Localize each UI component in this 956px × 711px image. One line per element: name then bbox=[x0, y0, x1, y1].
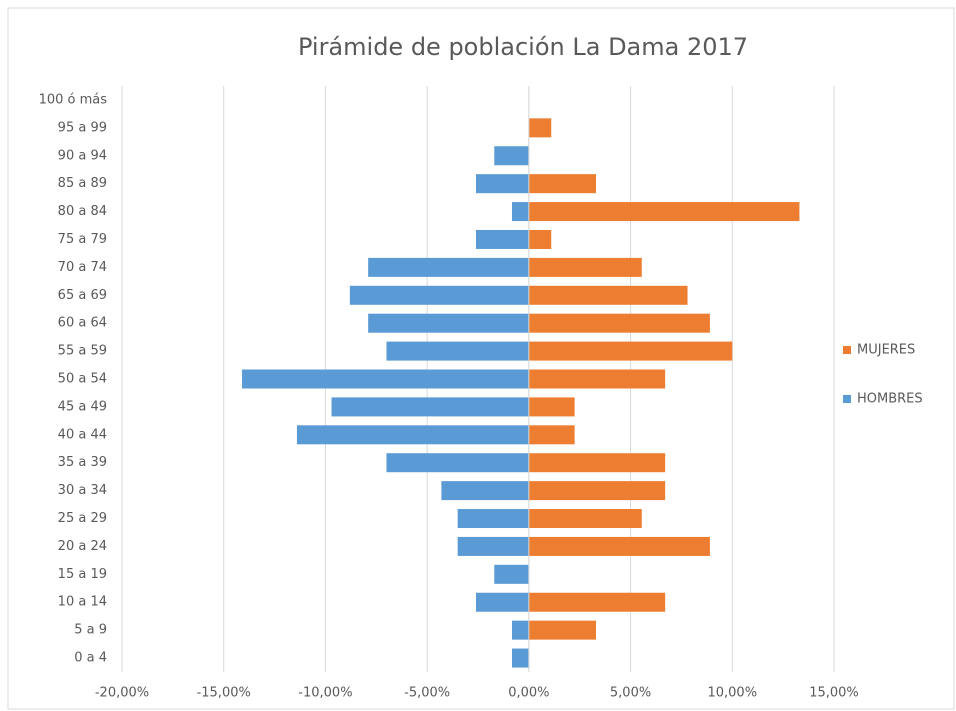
y-tick-label: 40 a 44 bbox=[58, 427, 107, 442]
bar bbox=[528, 285, 688, 305]
bar bbox=[441, 481, 529, 501]
bar bbox=[528, 536, 710, 556]
bar bbox=[511, 202, 529, 222]
y-tick-label: 50 a 54 bbox=[58, 372, 107, 387]
y-tick-label: 70 a 74 bbox=[58, 260, 107, 275]
bar bbox=[528, 425, 575, 445]
bar bbox=[457, 509, 529, 529]
bar bbox=[528, 257, 642, 277]
bar bbox=[368, 313, 529, 333]
x-tick-label: 15,00% bbox=[809, 686, 859, 701]
bar bbox=[349, 285, 529, 305]
x-tick-label: -5,00% bbox=[404, 686, 450, 701]
x-tick-label: -10,00% bbox=[298, 686, 352, 701]
legend-label: MUJERES bbox=[857, 343, 915, 358]
bar bbox=[528, 453, 666, 473]
y-tick-label: 15 a 19 bbox=[58, 567, 107, 582]
y-tick-label: 60 a 64 bbox=[58, 316, 107, 331]
bar bbox=[475, 592, 529, 612]
y-tick-label: 75 a 79 bbox=[58, 232, 107, 247]
legend-swatch bbox=[843, 395, 851, 403]
y-tick-label: 10 a 14 bbox=[58, 595, 107, 610]
bar bbox=[386, 341, 529, 361]
bar bbox=[511, 648, 529, 668]
x-tick-label: 0,00% bbox=[508, 686, 549, 701]
bar bbox=[494, 564, 529, 584]
bar bbox=[494, 146, 529, 166]
bar bbox=[457, 536, 529, 556]
y-tick-label: 0 a 4 bbox=[74, 651, 107, 666]
y-tick-label: 65 a 69 bbox=[58, 288, 107, 303]
chart-title: Pirámide de población La Dama 2017 bbox=[298, 33, 748, 61]
y-tick-label: 95 a 99 bbox=[58, 120, 107, 135]
y-tick-label: 90 a 94 bbox=[58, 148, 107, 163]
x-tick-label: 10,00% bbox=[707, 686, 757, 701]
y-tick-label: 30 a 34 bbox=[58, 483, 107, 498]
bar bbox=[528, 174, 596, 194]
bar bbox=[475, 174, 529, 194]
bar bbox=[528, 118, 552, 138]
bar bbox=[511, 620, 529, 640]
bar bbox=[368, 257, 529, 277]
legend-label: HOMBRES bbox=[857, 392, 923, 407]
bar bbox=[386, 453, 529, 473]
x-tick-label: -20,00% bbox=[95, 686, 149, 701]
bar bbox=[296, 425, 529, 445]
bar bbox=[528, 397, 575, 417]
y-tick-label: 25 a 29 bbox=[58, 511, 107, 526]
y-tick-label: 20 a 24 bbox=[58, 539, 107, 554]
y-tick-label: 55 a 59 bbox=[58, 344, 107, 359]
x-tick-label: -15,00% bbox=[197, 686, 251, 701]
legend-swatch bbox=[843, 346, 851, 354]
bar bbox=[528, 481, 666, 501]
bar bbox=[242, 369, 529, 389]
y-tick-label: 5 a 9 bbox=[74, 623, 107, 638]
y-tick-label: 35 a 39 bbox=[58, 455, 107, 470]
bar bbox=[528, 369, 666, 389]
bar bbox=[475, 229, 529, 249]
y-tick-label: 45 a 49 bbox=[58, 399, 107, 414]
bar bbox=[528, 313, 710, 333]
x-tick-label: 5,00% bbox=[610, 686, 651, 701]
bar bbox=[528, 620, 596, 640]
bar bbox=[331, 397, 529, 417]
y-tick-label: 80 a 84 bbox=[58, 204, 107, 219]
bar bbox=[528, 341, 733, 361]
y-tick-label: 85 a 89 bbox=[58, 176, 107, 191]
bar bbox=[528, 202, 800, 222]
bar bbox=[528, 592, 666, 612]
bar bbox=[528, 509, 642, 529]
y-tick-label: 100 ó más bbox=[39, 92, 108, 107]
bar bbox=[528, 229, 552, 249]
